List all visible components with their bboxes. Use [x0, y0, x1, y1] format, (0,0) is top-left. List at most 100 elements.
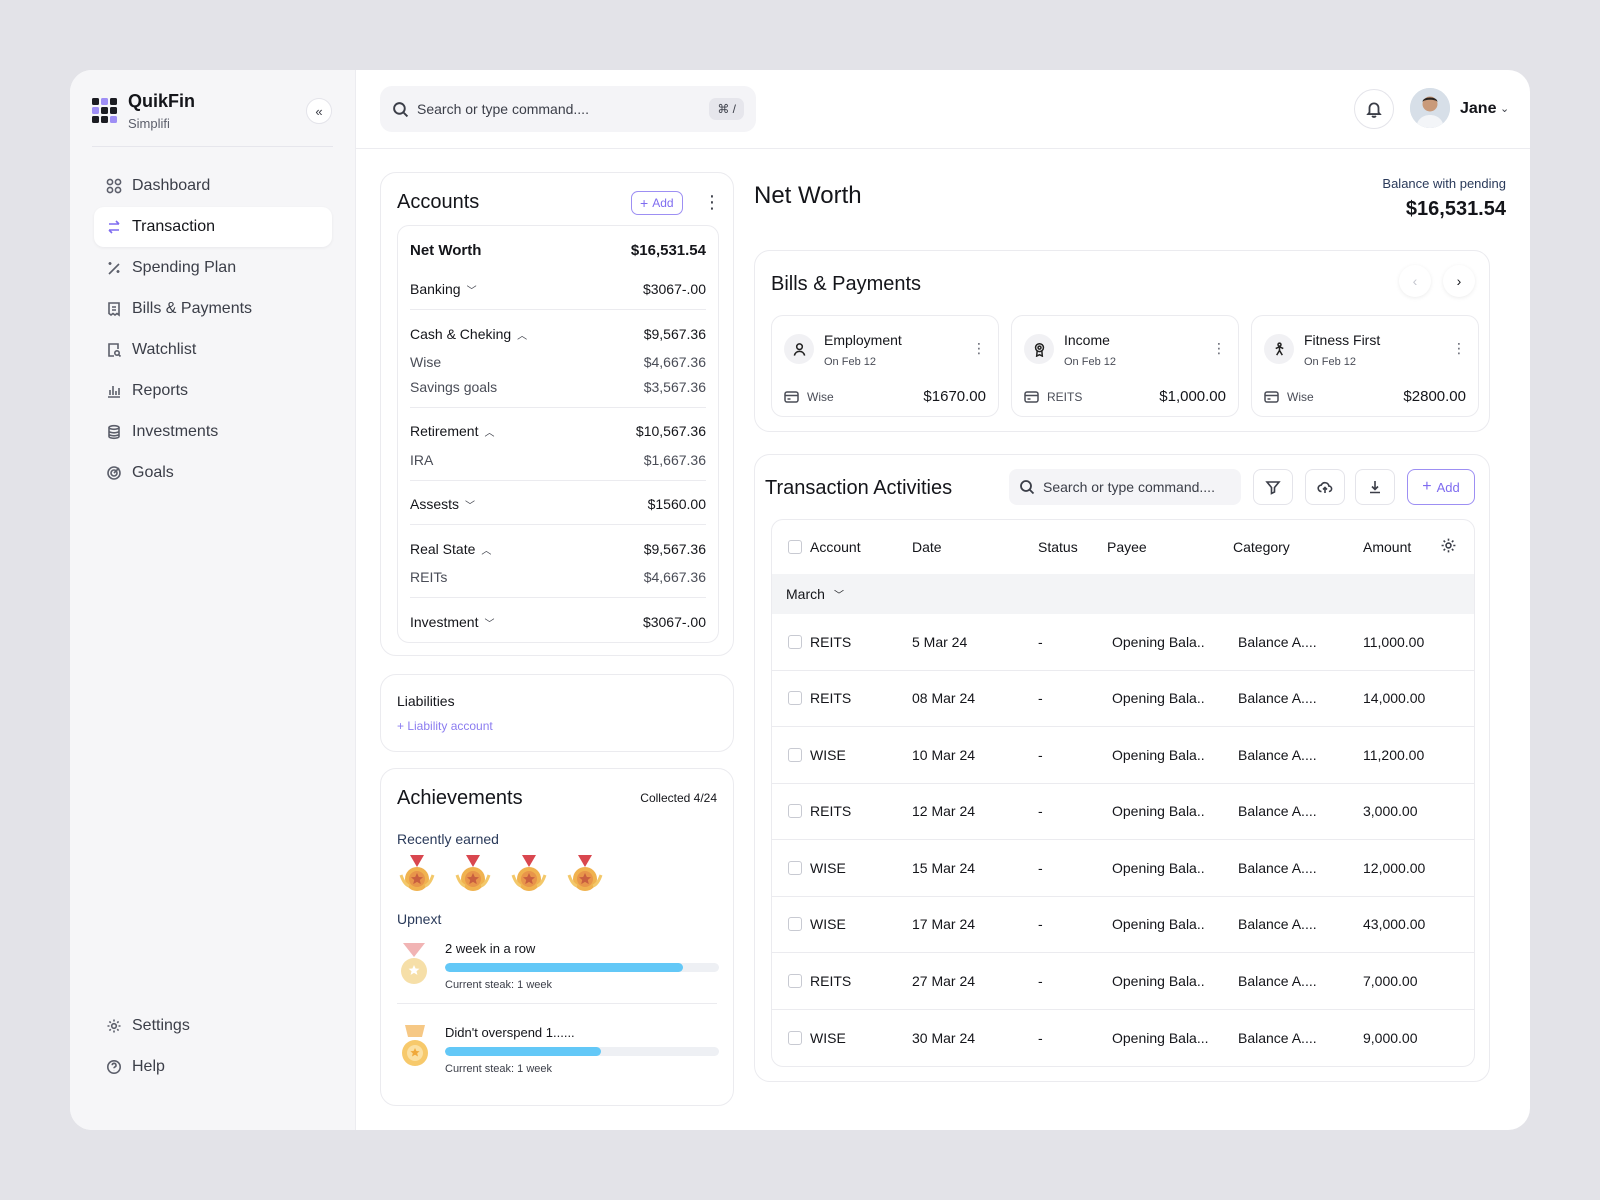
goal-progress-bar: [445, 1047, 719, 1056]
accounts-card: Accounts + Add ⋮ Net Worth $16,531.54 Ba…: [380, 172, 734, 656]
nav-item-dashboard[interactable]: Dashboard: [94, 166, 332, 206]
column-header[interactable]: Category: [1233, 539, 1290, 555]
transactions-search-input[interactable]: Search or type command....: [1009, 469, 1241, 505]
table-row[interactable]: REITS 27 Mar 24 - Opening Bala.. Balance A..…: [772, 953, 1474, 1010]
row-checkbox[interactable]: [788, 691, 802, 706]
cell-payee: Opening Bala...: [1112, 1029, 1209, 1046]
nav-item-reports[interactable]: Reports: [94, 371, 332, 411]
table-row[interactable]: REITS 12 Mar 24 - Opening Bala.. Balance A..…: [772, 784, 1474, 840]
nav-item-transaction[interactable]: Transaction: [94, 207, 332, 247]
column-header[interactable]: Status: [1038, 539, 1078, 555]
cell-account: WISE: [810, 1029, 846, 1046]
achievements-title: Achievements: [397, 787, 523, 809]
next-button[interactable]: ›: [1443, 265, 1475, 297]
search-placeholder: Search or type command....: [1043, 479, 1215, 495]
row-checkbox[interactable]: [788, 1030, 802, 1045]
row-checkbox[interactable]: [788, 747, 802, 762]
nav-item-goals[interactable]: Goals: [94, 453, 332, 493]
account-item-ira[interactable]: IRA $1,667.36: [410, 452, 706, 468]
user-name[interactable]: Jane: [1460, 100, 1497, 117]
more-options-icon[interactable]: ⋮: [972, 340, 986, 356]
more-options-icon[interactable]: ⋮: [1452, 340, 1466, 356]
nav-item-spending-plan[interactable]: Spending Plan: [94, 248, 332, 288]
global-search-input[interactable]: Search or type command.... ⌘ /: [380, 86, 756, 132]
select-all-checkbox[interactable]: [788, 540, 802, 554]
upnext-label: Upnext: [397, 911, 442, 927]
add-label: Add: [652, 196, 674, 210]
table-row[interactable]: WISE 30 Mar 24 - Opening Bala... Balance A..…: [772, 1010, 1474, 1067]
add-account-button[interactable]: + Add: [631, 191, 683, 215]
month-group-row[interactable]: March ﹀: [772, 574, 1474, 614]
table-settings-button[interactable]: [1440, 537, 1457, 557]
account-group-retirement[interactable]: Retirement ︿ $10,567.36: [410, 423, 706, 439]
column-header[interactable]: Payee: [1107, 539, 1147, 555]
chevron-down-icon: ﹀: [465, 501, 476, 512]
bell-icon: [1366, 102, 1382, 118]
divider: [397, 1003, 717, 1004]
table-row[interactable]: WISE 15 Mar 24 - Opening Bala.. Balance A...…: [772, 840, 1474, 897]
table-row[interactable]: WISE 17 Mar 24 - Opening Bala.. Balance A...…: [772, 897, 1474, 953]
nav-item-settings[interactable]: Settings: [94, 1006, 332, 1046]
nav-item-label: Watchlist: [132, 341, 197, 358]
table-row[interactable]: REITS 08 Mar 24 - Opening Bala.. Balance A..…: [772, 671, 1474, 727]
brand[interactable]: QuikFin Simplifi: [92, 90, 195, 131]
transactions-card: Transaction Activities Search or type co…: [754, 454, 1490, 1082]
account-group-assets[interactable]: Assests ﹀ $1560.00: [410, 496, 706, 512]
medal-icon: [511, 855, 547, 891]
table-row[interactable]: REITS 5 Mar 24 - Opening Bala.. Balance A...…: [772, 614, 1474, 671]
bill-date: On Feb 12: [824, 356, 876, 368]
column-header[interactable]: Date: [912, 539, 942, 555]
group-amount: $3067-.00: [642, 281, 706, 297]
nav-item-watchlist[interactable]: Watchlist: [94, 330, 332, 370]
brand-name: QuikFin: [128, 91, 195, 111]
nav-item-help[interactable]: Help: [94, 1047, 332, 1087]
account-group-cash[interactable]: Cash & Cheking ︿ $9,567.36: [410, 326, 706, 342]
avatar[interactable]: [1410, 88, 1450, 128]
account-group-investment[interactable]: Investment ﹀ $3067-.00: [410, 614, 706, 630]
account-group-real-state[interactable]: Real State ︿ $9,567.36: [410, 541, 706, 557]
account-group-banking[interactable]: Banking ﹀ $3067-.00: [410, 281, 706, 297]
more-options-icon[interactable]: ⋮: [1212, 340, 1226, 356]
chevron-up-icon: ︿: [484, 428, 495, 439]
cell-date: 27 Mar 24: [912, 972, 976, 989]
cell-date: 30 Mar 24: [912, 1029, 976, 1046]
row-checkbox[interactable]: [788, 973, 802, 988]
cell-category: Balance A....: [1238, 972, 1317, 989]
cell-payee: Opening Bala..: [1112, 746, 1205, 763]
cell-account: WISE: [810, 916, 846, 933]
account-item-reits[interactable]: REITs $4,667.36: [410, 569, 706, 585]
account-amount: $3,567.36: [643, 379, 706, 395]
row-checkbox[interactable]: [788, 917, 802, 932]
filter-icon: [1265, 481, 1281, 495]
cell-payee: Opening Bala..: [1112, 803, 1205, 820]
table-row[interactable]: WISE 10 Mar 24 - Opening Bala.. Balance A...…: [772, 727, 1474, 784]
bill-card[interactable]: Income On Feb 12 ⋮ REITS $1,000.00: [1011, 315, 1239, 417]
cell-category: Balance A....: [1238, 803, 1317, 820]
nav-item-investments[interactable]: Investments: [94, 412, 332, 452]
row-checkbox[interactable]: [788, 804, 802, 819]
add-transaction-button[interactable]: + Add: [1407, 469, 1475, 505]
card-icon: [1024, 391, 1039, 403]
goal-progress-bar: [445, 963, 719, 972]
collapse-sidebar-button[interactable]: «: [306, 98, 332, 124]
upload-button[interactable]: [1305, 469, 1345, 505]
bill-name: Fitness First: [1304, 332, 1381, 348]
notifications-button[interactable]: [1354, 89, 1394, 129]
prev-button[interactable]: ‹: [1399, 265, 1431, 297]
account-item-savings[interactable]: Savings goals $3,567.36: [410, 379, 706, 395]
bill-card[interactable]: Fitness First On Feb 12 ⋮ Wise $2800.00: [1251, 315, 1479, 417]
chevron-down-icon[interactable]: ⌄: [1500, 103, 1510, 115]
account-item-wise[interactable]: Wise $4,667.36: [410, 354, 706, 370]
row-checkbox[interactable]: [788, 860, 802, 875]
add-liability-link[interactable]: + Liability account: [397, 719, 493, 733]
column-header[interactable]: Amount: [1363, 539, 1412, 555]
download-button[interactable]: [1355, 469, 1395, 505]
column-header[interactable]: Account: [810, 539, 861, 555]
filter-button[interactable]: [1253, 469, 1293, 505]
cell-status: -: [1038, 746, 1043, 763]
nav-item-bills-payments[interactable]: Bills & Payments: [94, 289, 332, 329]
cell-payee: Opening Bala..: [1112, 633, 1205, 650]
row-checkbox[interactable]: [788, 634, 802, 649]
more-options-icon[interactable]: ⋮: [703, 192, 721, 212]
bill-card[interactable]: Employment On Feb 12 ⋮ Wise $1670.00: [771, 315, 999, 417]
